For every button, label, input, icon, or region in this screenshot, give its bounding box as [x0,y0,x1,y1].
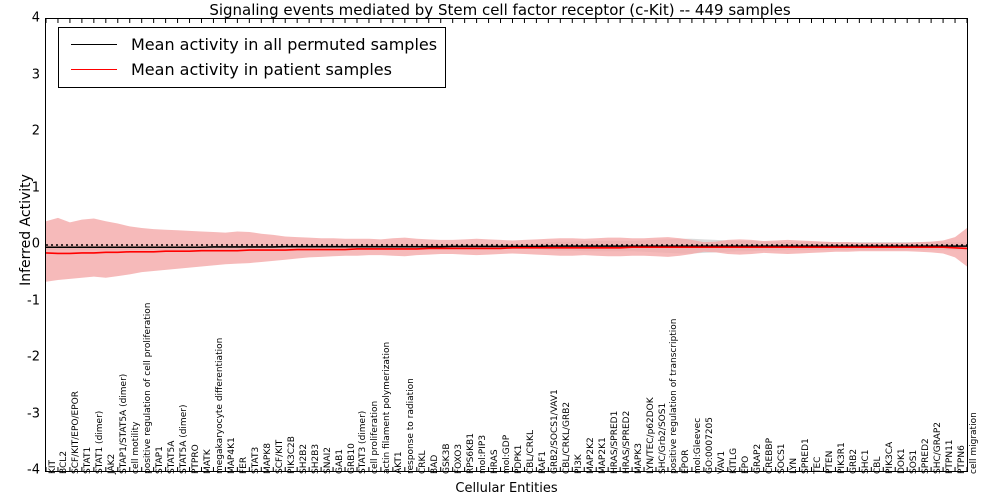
x-tick-label: CBL/CRKL [525,430,536,474]
x-tick-label: GO:0007205 [705,416,716,474]
x-tick-label: STAT1 [83,446,94,474]
permuted-mean-line [46,245,967,249]
x-tick-label: CBL/CRKL/GRB2 [561,401,572,474]
x-tick-label: KIT [47,459,58,474]
x-tick-label: BCL2 [59,450,70,474]
x-tick-label: positive regulation of cell proliferatio… [143,302,154,474]
y-tick-label: -3 [27,406,40,421]
x-tick-label: GRAP2 [753,443,764,474]
x-tick-label: RAF1 [537,451,548,474]
x-tick-label: PIK3C2B [286,436,297,474]
x-tick-label: PIK3R1 [836,442,847,474]
x-tick-label: PI3K [573,454,584,474]
plot-area [45,18,968,472]
x-tick-label: JAK2 [107,453,118,474]
x-tick-label: DOK1 [896,448,907,474]
x-tick-label: GRB2/SOCS1/VAV1 [549,389,560,474]
x-tick-label: PTPN11 [944,439,955,474]
x-tick-label: STAT5A [167,440,178,474]
patient-mean-line [46,246,967,255]
x-tick-label: SHC1 [860,449,871,475]
x-tick-label: SH2B3 [310,443,321,474]
x-tick-label: SH2B2 [298,443,309,474]
x-tick-label: TEC [813,456,823,474]
x-tick-label: MAPK3 [633,443,644,474]
x-tick-label: PTPN6 [956,445,967,474]
x-tick-label: MAP2K1 [597,437,608,474]
x-tick-label: STAT1 (dimer) [95,410,106,474]
x-tick-label: SOCS1 [777,443,788,474]
x-tick-label: HRAS/SPRED2 [621,410,632,474]
x-tick-label: GRB2 [848,448,859,474]
x-tick-label: STAP1/STAT5A (dimer) [119,373,130,474]
x-tick-label: EPOR [681,449,692,474]
x-tick-label: MAPK8 [262,443,273,474]
x-tick-label: cell proliferation [370,400,381,474]
x-tick-label: AKT1 [394,451,405,474]
x-tick-label: STAT3 (dimer) [358,410,369,474]
x-tick-label: mol:Gleevec [693,417,704,474]
y-tick-label: -2 [27,349,40,365]
x-tick-label: MATK [202,449,213,474]
x-tick-label: actin filament polymerization [382,341,393,474]
x-tick-label: positive regulation of transcription [669,318,680,474]
x-tick-label: GRB10 [346,443,357,474]
x-tick-label: PTEN [824,450,835,474]
x-tick-label: SHC/Grb2/SOS1 [657,402,668,474]
x-tick-label: CRKL [418,450,429,474]
x-tick-label: STAT3 [250,446,261,474]
legend-label-patient: Mean activity in patient samples [131,60,392,79]
x-tick-label: PIK3CA [884,441,895,474]
x-tick-label: RPS6KB1 [466,433,477,474]
legend-swatch-patient [71,69,117,70]
x-tick-label: mol:PIP3 [478,434,489,474]
x-tick-label: CBL [872,456,883,474]
x-tick-label: STAT5A (dimer) [179,404,190,474]
x-tick-label: megakaryocyte differentiation [214,337,225,474]
x-tick-label: GAB1 [334,448,345,474]
x-tick-label: SHC/GRAP2 [932,422,943,474]
x-tick-label: PTPRO [191,444,202,474]
x-tick-label: SCF/KIT [274,439,285,474]
x-tick-label: response to radiation [406,378,417,474]
x-tick-label: HRAS/SPRED1 [609,410,620,474]
x-tick-label: EPO [741,455,752,474]
y-tick-label: -4 [27,462,40,478]
x-tick-label: LYN [789,457,800,474]
legend-swatch-permuted [71,44,117,45]
x-tick-label: BAD [430,454,441,474]
x-tick-label: SCF/KIT/EPO/EPOR [71,391,82,474]
legend-item-patient: Mean activity in patient samples [67,57,437,82]
x-tick-label: cell migration [968,412,979,474]
plot-svg [46,19,967,471]
x-tick-label: SPRED1 [801,438,812,474]
x-tick-label: FOXO3 [454,443,465,474]
x-tick-label: CREBBP [765,438,776,474]
x-tick-label: VAV1 [717,450,728,474]
x-tick-label: SNAI2 [322,447,333,474]
x-tick-label: SOS1 [908,449,919,474]
chart-legend: Mean activity in all permuted samples Me… [58,27,447,88]
x-tick-label: GSK3B [442,443,453,475]
x-tick-label: SPRED2 [920,438,931,474]
y-axis-label: Inferred Activity [18,174,34,286]
x-tick-label: STAP1 [155,446,166,474]
x-tick-label: MAP2K2 [585,437,596,474]
legend-item-permuted: Mean activity in all permuted samples [67,32,437,57]
x-tick-label: PDPK1 [513,444,524,474]
y-tick-label: 3 [31,67,40,82]
x-tick-marks [46,19,967,471]
x-tick-label: HRAS [490,449,501,474]
x-tick-label: LYN/TEC/p62DOK [645,397,656,474]
x-tick-label: mol:GDP [502,434,513,474]
legend-label-permuted: Mean activity in all permuted samples [131,35,438,54]
patient-confidence-band [46,217,967,282]
x-axis-label: Cellular Entities [455,481,558,496]
x-tick-label: FER [238,456,249,474]
chart-title: Signaling events mediated by Stem cell f… [209,1,791,19]
x-tick-label: cell motility [131,421,142,474]
x-tick-label: MAP4K1 [226,437,237,474]
x-tick-label: KITLG [729,447,740,474]
